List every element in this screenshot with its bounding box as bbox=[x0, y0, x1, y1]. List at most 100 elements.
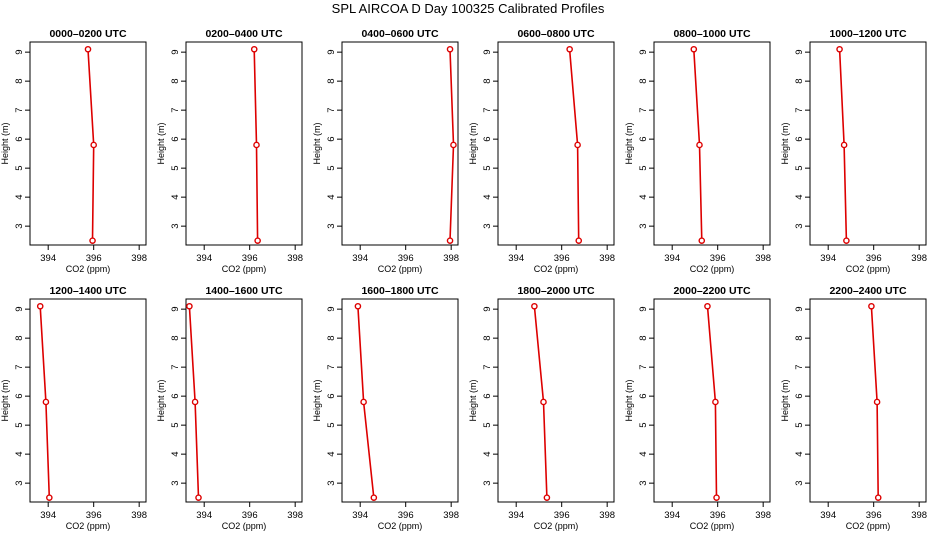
y-tick-label: 5 bbox=[326, 166, 337, 171]
y-tick-label: 6 bbox=[638, 137, 649, 142]
y-axis-label: Height (m) bbox=[0, 379, 10, 421]
y-tick-label: 8 bbox=[326, 336, 337, 341]
y-tick-label: 9 bbox=[794, 50, 805, 55]
x-tick-label: 394 bbox=[508, 510, 524, 521]
data-point bbox=[250, 45, 258, 53]
y-tick-label: 9 bbox=[638, 50, 649, 55]
data-point bbox=[873, 398, 881, 406]
data-point bbox=[186, 302, 193, 310]
y-tick-label: 5 bbox=[638, 166, 649, 171]
y-tick-label: 5 bbox=[14, 166, 25, 171]
y-tick-label: 8 bbox=[170, 79, 181, 84]
x-axis-label: CO2 (ppm) bbox=[378, 521, 423, 531]
data-point bbox=[713, 494, 720, 501]
data-point bbox=[690, 45, 698, 53]
y-tick-label: 9 bbox=[482, 50, 493, 55]
x-tick-label: 396 bbox=[86, 253, 102, 264]
y-tick-label: 4 bbox=[14, 452, 25, 457]
data-point bbox=[42, 398, 50, 406]
panel-title: 0200–0400 UTC bbox=[205, 28, 282, 40]
x-tick-label: 396 bbox=[866, 510, 882, 521]
y-tick-label: 8 bbox=[482, 79, 493, 84]
y-tick-label: 8 bbox=[170, 336, 181, 341]
x-axis-label: CO2 (ppm) bbox=[222, 264, 267, 274]
y-axis-label: Height (m) bbox=[0, 122, 10, 164]
x-tick-label: 398 bbox=[755, 253, 771, 264]
data-point bbox=[360, 398, 367, 406]
x-tick-label: 398 bbox=[287, 510, 303, 521]
data-point bbox=[698, 237, 706, 244]
y-tick-label: 8 bbox=[14, 336, 25, 341]
x-tick-label: 396 bbox=[710, 253, 726, 264]
data-point bbox=[575, 237, 583, 244]
y-tick-label: 7 bbox=[14, 108, 25, 113]
data-point bbox=[836, 45, 843, 53]
y-tick-label: 6 bbox=[482, 137, 493, 142]
y-tick-label: 5 bbox=[794, 423, 805, 428]
panel-title: 2200–2400 UTC bbox=[829, 285, 906, 297]
y-tick-label: 5 bbox=[326, 423, 337, 428]
y-tick-label: 8 bbox=[14, 79, 25, 84]
y-tick-label: 7 bbox=[482, 108, 493, 113]
data-point bbox=[446, 237, 454, 244]
y-tick-label: 4 bbox=[326, 452, 337, 457]
x-tick-label: 394 bbox=[40, 510, 56, 521]
data-point bbox=[868, 302, 875, 310]
panel-frame bbox=[497, 41, 615, 246]
x-axis-label: CO2 (ppm) bbox=[534, 264, 579, 274]
x-tick-label: 394 bbox=[196, 253, 212, 264]
y-tick-label: 3 bbox=[14, 224, 25, 229]
data-point bbox=[704, 302, 711, 310]
y-tick-label: 5 bbox=[794, 166, 805, 171]
x-axis-label: CO2 (ppm) bbox=[690, 264, 735, 274]
data-point bbox=[843, 237, 850, 244]
x-tick-label: 396 bbox=[710, 510, 726, 521]
panel-title: 1000–1200 UTC bbox=[829, 28, 906, 40]
y-tick-label: 8 bbox=[794, 336, 805, 341]
y-axis-label: Height (m) bbox=[624, 379, 634, 421]
data-point bbox=[370, 494, 378, 501]
y-tick-label: 7 bbox=[14, 365, 25, 370]
x-tick-label: 394 bbox=[352, 253, 368, 264]
y-tick-label: 4 bbox=[326, 195, 337, 200]
x-tick-label: 394 bbox=[664, 510, 680, 521]
y-tick-label: 3 bbox=[326, 481, 337, 486]
y-tick-label: 5 bbox=[170, 423, 181, 428]
y-tick-label: 7 bbox=[638, 108, 649, 113]
y-axis-label: Height (m) bbox=[468, 122, 478, 164]
y-tick-label: 7 bbox=[170, 365, 181, 370]
x-tick-label: 396 bbox=[866, 253, 882, 264]
y-tick-label: 4 bbox=[170, 195, 181, 200]
panel-frame bbox=[341, 41, 459, 246]
y-tick-label: 5 bbox=[482, 423, 493, 428]
x-tick-label: 398 bbox=[287, 253, 303, 264]
y-tick-label: 9 bbox=[482, 307, 493, 312]
y-tick-label: 7 bbox=[794, 365, 805, 370]
x-axis-label: CO2 (ppm) bbox=[846, 521, 891, 531]
data-point bbox=[195, 494, 202, 501]
x-axis-label: CO2 (ppm) bbox=[222, 521, 267, 531]
x-tick-label: 396 bbox=[398, 510, 414, 521]
x-tick-label: 396 bbox=[86, 510, 102, 521]
data-point bbox=[36, 302, 44, 310]
y-tick-label: 6 bbox=[638, 394, 649, 399]
y-tick-label: 3 bbox=[794, 481, 805, 486]
y-tick-label: 9 bbox=[14, 307, 25, 312]
panel-title: 1800–2000 UTC bbox=[517, 285, 594, 297]
y-tick-label: 5 bbox=[638, 423, 649, 428]
y-tick-label: 4 bbox=[638, 452, 649, 457]
y-axis-label: Height (m) bbox=[624, 122, 634, 164]
panel-title: 0800–1000 UTC bbox=[673, 28, 750, 40]
data-point bbox=[446, 45, 454, 53]
data-point bbox=[712, 398, 719, 406]
y-tick-label: 3 bbox=[482, 224, 493, 229]
data-point bbox=[253, 141, 260, 149]
panel-frame bbox=[29, 298, 147, 503]
x-axis-label: CO2 (ppm) bbox=[66, 264, 111, 274]
x-tick-label: 396 bbox=[554, 253, 570, 264]
data-point bbox=[566, 45, 573, 53]
y-tick-label: 8 bbox=[638, 336, 649, 341]
y-tick-label: 4 bbox=[170, 452, 181, 457]
y-tick-label: 4 bbox=[638, 195, 649, 200]
